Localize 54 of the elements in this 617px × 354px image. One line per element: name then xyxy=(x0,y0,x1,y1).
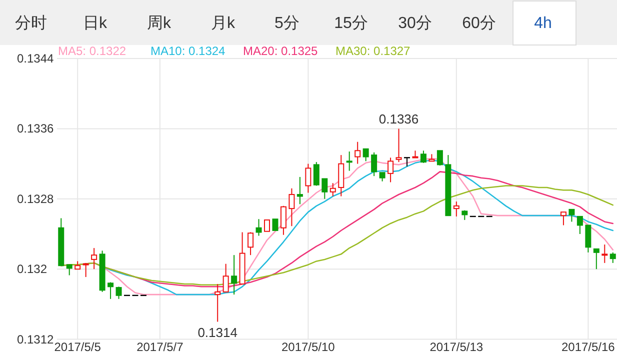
candlestick xyxy=(231,254,238,296)
candlestick xyxy=(116,286,122,300)
candlestick xyxy=(264,219,270,232)
y-tick-label: 0.1344 xyxy=(17,52,54,66)
candlestick xyxy=(371,152,378,177)
candlestick xyxy=(346,151,352,172)
x-tick-label: 2017/5/10 xyxy=(281,340,336,354)
candlestick xyxy=(436,150,443,166)
annotation: 0.1336 xyxy=(378,112,419,127)
text: MA30: 0.1327 xyxy=(336,44,411,58)
candlestick xyxy=(610,252,616,264)
candlestick xyxy=(420,150,426,164)
candlestick xyxy=(280,205,286,236)
candlestick xyxy=(256,218,262,236)
candlestick xyxy=(602,244,608,264)
candlestick xyxy=(305,163,312,194)
x-tick-label: 2017/5/5 xyxy=(54,340,102,354)
candlestick xyxy=(362,148,369,162)
candlestick xyxy=(322,178,328,200)
candlestick xyxy=(288,188,295,227)
y-tick-label: 0.132 xyxy=(17,262,48,276)
candlestick xyxy=(576,216,583,234)
text: MA5: 0.1322 xyxy=(58,44,126,58)
x-tick-label: 2017/5/13 xyxy=(430,340,484,354)
candlestick xyxy=(222,263,229,292)
candlestick xyxy=(403,157,411,167)
candlestick xyxy=(585,224,592,253)
candlestick xyxy=(82,262,89,278)
candlestick xyxy=(91,248,98,270)
text: MA10: 0.1324 xyxy=(150,44,226,58)
candlestick xyxy=(313,162,320,186)
x-tick-label: 2017/5/7 xyxy=(136,340,184,354)
tabs: 分时 日k 周k 月k 5分 15分 30分 60分 4h xyxy=(0,0,617,46)
candlestick xyxy=(248,232,254,256)
candlestick xyxy=(396,128,402,163)
candlestick xyxy=(108,282,114,300)
text: MA20: 0.1325 xyxy=(243,44,318,58)
y-tick-label: 0.1312 xyxy=(17,332,54,346)
candlestick xyxy=(388,157,394,183)
candlestick xyxy=(214,284,221,322)
candlestick xyxy=(593,248,600,270)
candlestick xyxy=(66,264,72,276)
candlestick xyxy=(453,201,460,217)
candlestick xyxy=(568,208,575,222)
x-tick-label: 2017/5/16 xyxy=(561,340,616,354)
candlestick xyxy=(338,154,344,197)
annotation: 0.1314 xyxy=(198,324,238,340)
y-tick-label: 0.1328 xyxy=(17,192,54,206)
candlestick xyxy=(296,176,303,205)
y-tick-label: 0.1336 xyxy=(17,122,54,136)
candlestick xyxy=(272,218,278,231)
candlestick xyxy=(560,212,566,226)
candlestick xyxy=(330,182,336,197)
candlestick xyxy=(354,141,361,164)
